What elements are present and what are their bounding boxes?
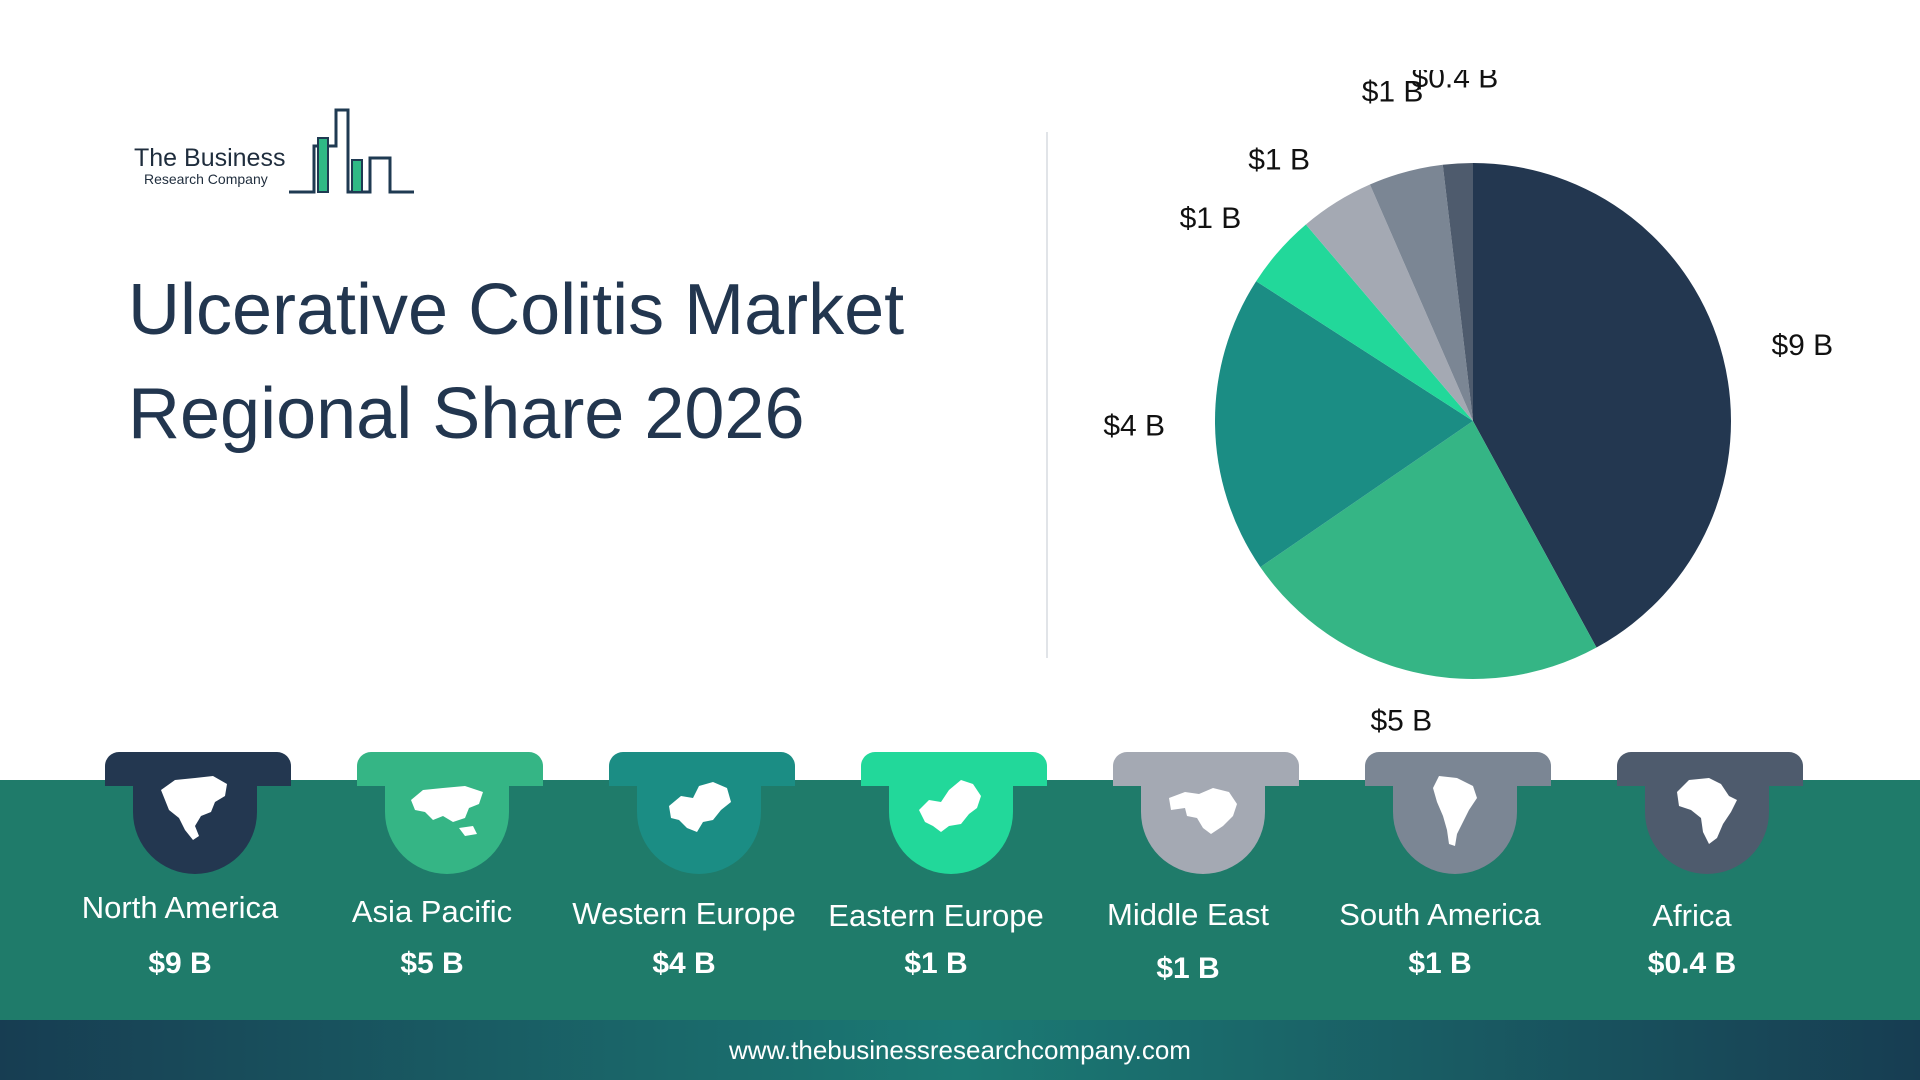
pie-data-label-asia-pacific: $5 B [1370, 705, 1432, 738]
region-card-north-america: North America $9 B [50, 752, 310, 1002]
page-title-line-1: Ulcerative Colitis Market [128, 270, 905, 350]
pie-slice-north-america [1473, 163, 1731, 648]
region-value: $4 B [652, 947, 716, 980]
pie-slice-western-europe [1215, 281, 1473, 568]
region-value: $1 B [1156, 952, 1220, 985]
region-card-eastern-europe: Eastern Europe $1 B [806, 752, 1066, 1002]
region-name: Middle East [1107, 897, 1269, 932]
pie-slice-asia-pacific [1260, 421, 1597, 679]
pie-data-label-north-america: $9 B [1771, 329, 1833, 362]
company-logo: The Business Research Company [134, 108, 424, 198]
region-shield [637, 752, 761, 874]
region-name: Eastern Europe [828, 898, 1044, 933]
region-name: South America [1339, 897, 1541, 932]
pie-slice-africa [1442, 163, 1473, 421]
region-card-western-europe: Western Europe $4 B [554, 752, 814, 1002]
region-value: $5 B [400, 947, 464, 980]
logo-buildings-icon [289, 108, 414, 194]
south-america-map-icon [1433, 776, 1477, 846]
north-america-map-icon [161, 776, 227, 840]
pie-data-label-middle-east: $1 B [1248, 144, 1310, 177]
footer-website-url: www.thebusinessresearchcompany.com [729, 1034, 1191, 1065]
pie-data-label-eastern-europe: $1 B [1180, 202, 1242, 235]
logo-brand-subtitle: Research Company [144, 171, 268, 187]
regional-share-pie-chart: $9 B$5 B$4 B$1 B$1 B$1 B$0.4 B [1103, 70, 1833, 738]
region-shield [1645, 752, 1769, 874]
pie-slice-eastern-europe [1256, 224, 1473, 421]
region-shield [1393, 752, 1517, 874]
region-shield [1141, 752, 1265, 874]
vertical-divider [1046, 132, 1048, 658]
pie-data-label-western-europe: $4 B [1103, 410, 1165, 443]
pie-slice-middle-east [1305, 184, 1473, 421]
region-shield [889, 752, 1013, 874]
footer-bar: www.thebusinessresearchcompany.com [0, 1020, 1920, 1080]
region-name: Africa [1652, 898, 1732, 933]
pie-slice-south-america [1369, 164, 1473, 421]
western-europe-map-icon [669, 782, 731, 832]
region-shield [133, 752, 257, 874]
asia-pacific-map-icon [411, 786, 483, 836]
region-value: $1 B [904, 947, 968, 980]
page-title: Ulcerative Colitis Market Regional Share… [128, 258, 988, 466]
region-value: $0.4 B [1647, 947, 1737, 980]
region-value: $1 B [1408, 947, 1472, 980]
region-card-middle-east: Middle East $1 B [1058, 752, 1318, 1002]
region-name: Western Europe [572, 896, 796, 931]
region-name: Asia Pacific [351, 894, 513, 929]
pie-data-label-south-america: $1 B [1362, 76, 1424, 109]
logo-brand-name: The Business [134, 144, 286, 172]
africa-map-icon [1677, 778, 1737, 844]
pie-data-label-africa: $0.4 B [1412, 70, 1499, 95]
middle-east-map-icon [1169, 788, 1237, 834]
region-value: $9 B [148, 947, 212, 980]
eastern-europe-map-icon [919, 780, 981, 832]
region-shield [385, 752, 509, 874]
region-name: North America [81, 890, 279, 925]
page-title-line-2: Regional Share 2026 [128, 374, 805, 454]
region-card-africa: Africa $0.4 B [1562, 752, 1822, 1002]
region-card-south-america: South America $1 B [1310, 752, 1570, 1002]
region-card-asia-pacific: Asia Pacific $5 B [302, 752, 562, 1002]
